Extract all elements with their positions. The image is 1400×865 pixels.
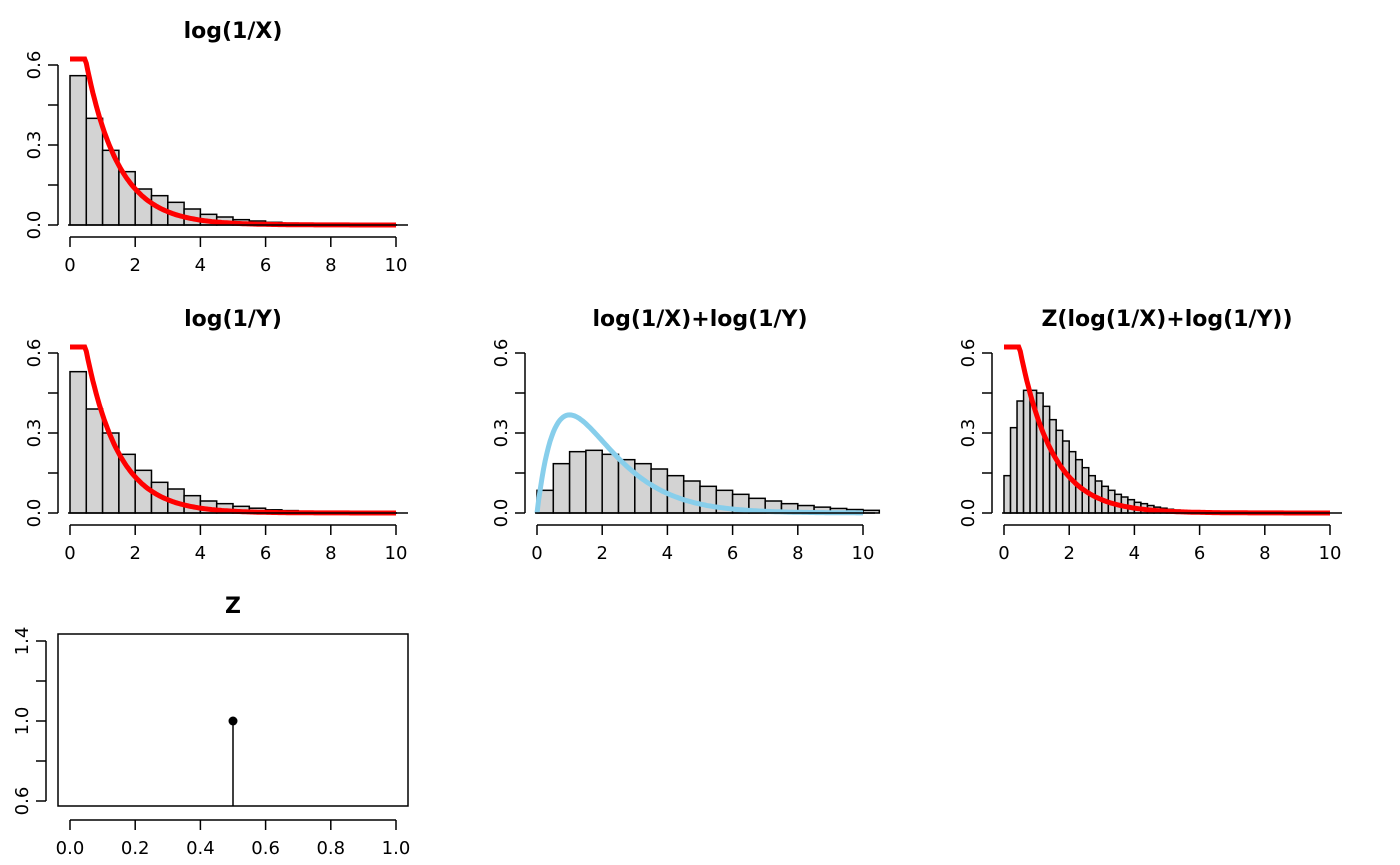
histogram-bar — [568, 450, 587, 514]
chart-title: Z — [225, 594, 241, 619]
x-tick-label: 4 — [195, 543, 206, 564]
x-tick-label: 0 — [998, 543, 1009, 564]
x-tick-label: 4 — [1129, 543, 1140, 564]
y-tick-label: 0.6 — [24, 339, 45, 368]
histogram-bar — [1016, 400, 1025, 514]
histogram-bar — [85, 408, 104, 514]
y-tick-label: 1.0 — [12, 707, 33, 736]
histogram-bar — [552, 462, 571, 514]
y-tick-label: 0.0 — [491, 499, 512, 528]
chart-title: log(1/X) — [184, 19, 283, 44]
x-tick-label: 0.8 — [316, 838, 345, 859]
y-tick-label: 0.3 — [24, 419, 45, 448]
plot-z: Z 0.0 0.2 0.4 0.6 0.8 1.0 0.6 1.0 1.4 — [12, 594, 410, 859]
histogram-bar — [1022, 389, 1031, 514]
x-tick-label: 6 — [1194, 543, 1205, 564]
x-tick-label: 8 — [1259, 543, 1270, 564]
histogram-bar — [1048, 418, 1057, 514]
y-tick-label: 0.0 — [24, 211, 45, 240]
x-tick-label: 6 — [260, 255, 271, 276]
histogram-bar — [601, 453, 620, 514]
x-tick-label: 8 — [792, 543, 803, 564]
x-tick-label: 4 — [662, 543, 673, 564]
histogram-bar — [69, 370, 88, 514]
x-tick-label: 0.4 — [186, 838, 215, 859]
y-tick-label: 0.3 — [958, 419, 979, 448]
x-tick-label: 10 — [1319, 543, 1342, 564]
histogram-bar — [585, 449, 603, 514]
x-tick-label: 8 — [325, 543, 336, 564]
histogram-bar — [1042, 405, 1051, 514]
histogram-bar — [69, 74, 88, 226]
histogram-bar — [1009, 426, 1018, 514]
y-tick-label: 0.6 — [958, 339, 979, 368]
y-tick-label: 0.0 — [24, 499, 45, 528]
y-tick-label: 0.3 — [24, 131, 45, 160]
x-tick-label: 0 — [64, 543, 75, 564]
y-tick-label: 1.4 — [12, 627, 33, 656]
x-tick-label: 2 — [129, 255, 140, 276]
x-tick-label: 0.6 — [251, 838, 280, 859]
chart-title: log(1/X)+log(1/Y) — [592, 307, 807, 332]
x-tick-label: 0.0 — [56, 838, 85, 859]
histogram-bar — [1003, 474, 1012, 514]
x-tick-label: 6 — [727, 543, 738, 564]
chart-title: log(1/Y) — [184, 307, 282, 332]
x-tick-label: 0.2 — [121, 838, 150, 859]
y-tick-label: 0.6 — [491, 339, 512, 368]
x-tick-label: 6 — [260, 543, 271, 564]
histogram-log-inverse-y: log(1/Y) 0 2 4 6 8 10 0.0 0.3 0.6 — [24, 307, 408, 564]
histogram-z-log-sum: Z(log(1/X)+log(1/Y)) 0 2 4 6 8 10 0.0 0.3 0.6 — [958, 307, 1342, 564]
y-tick-label: 0.0 — [958, 499, 979, 528]
chart-title: Z(log(1/X)+log(1/Y)) — [1041, 307, 1292, 332]
x-tick-label: 8 — [325, 255, 336, 276]
x-tick-label: 0 — [531, 543, 542, 564]
x-tick-label: 10 — [852, 543, 875, 564]
histogram-log-inverse-x: log(1/X) 0 2 4 6 8 10 0.0 0.3 0.6 — [24, 19, 408, 276]
histogram-bar — [682, 480, 701, 514]
x-tick-label: 2 — [129, 543, 140, 564]
x-tick-label: 2 — [596, 543, 607, 564]
x-tick-label: 1.0 — [382, 838, 411, 859]
histogram-bar — [634, 462, 652, 514]
y-tick-label: 0.3 — [491, 419, 512, 448]
y-tick-label: 0.6 — [24, 51, 45, 80]
x-tick-label: 2 — [1063, 543, 1074, 564]
x-tick-label: 10 — [385, 255, 408, 276]
x-tick-label: 0 — [64, 255, 75, 276]
histogram-log-sum: log(1/X)+log(1/Y) 0 2 4 6 8 10 0.0 0.3 0.6 — [491, 307, 881, 564]
histogram-bar — [85, 117, 104, 226]
data-point — [228, 716, 238, 726]
x-tick-label: 10 — [385, 543, 408, 564]
y-tick-label: 0.6 — [12, 787, 33, 816]
x-tick-label: 4 — [195, 255, 206, 276]
